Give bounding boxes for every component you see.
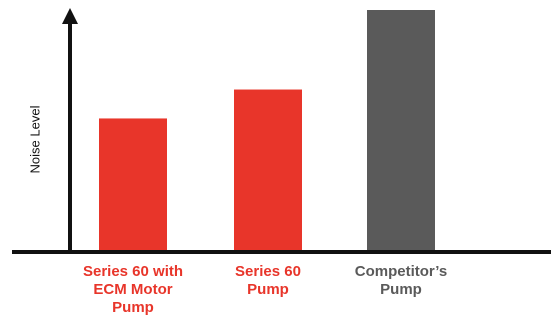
bars-group — [99, 10, 435, 251]
bar-2 — [234, 89, 302, 251]
y-axis-arrowhead — [62, 8, 78, 24]
bar-3 — [367, 10, 435, 251]
category-label-2: Series 60 Pump — [235, 263, 301, 298]
y-axis-label: Noise Level — [27, 105, 43, 174]
category-label-3: Competitor’s Pump — [354, 263, 448, 298]
bar-1 — [99, 118, 167, 251]
category-label-1: Series 60 with ECM Motor Pump — [82, 263, 184, 316]
